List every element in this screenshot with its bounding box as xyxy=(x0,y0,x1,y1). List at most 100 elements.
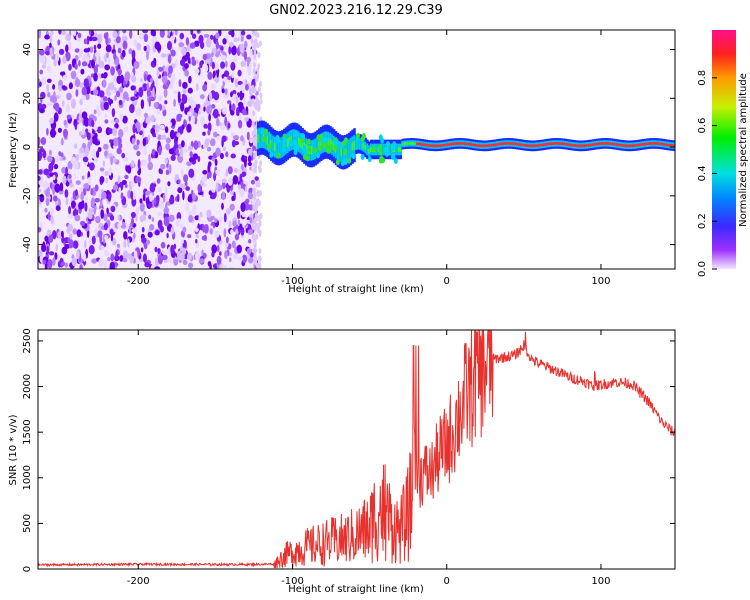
noise-blob xyxy=(182,247,187,255)
noise-blob xyxy=(157,248,161,255)
noise-blob xyxy=(149,224,155,231)
noise-blob xyxy=(210,138,216,147)
noise-blob xyxy=(125,165,132,173)
noise-blob xyxy=(147,231,153,238)
noise-blob xyxy=(176,132,181,138)
noise-blob xyxy=(162,108,167,117)
signal-band-core xyxy=(573,144,576,147)
noise-blob xyxy=(47,259,53,269)
noise-blob xyxy=(74,78,81,87)
noise-blob xyxy=(237,37,240,42)
signal-blob xyxy=(386,141,390,147)
noise-blob xyxy=(236,210,241,220)
noise-blob xyxy=(39,108,45,114)
noise-blob xyxy=(209,263,212,269)
noise-blob xyxy=(131,75,137,83)
noise-blob xyxy=(41,64,47,69)
signal-band-core xyxy=(556,142,560,145)
noise-blob xyxy=(97,110,101,117)
noise-blob xyxy=(157,254,163,265)
noise-blob xyxy=(152,87,155,98)
noise-blob xyxy=(118,187,121,193)
noise-blob xyxy=(180,59,185,67)
noise-blob xyxy=(232,253,238,260)
noise-blob xyxy=(150,127,155,135)
noise-blob xyxy=(246,247,252,255)
signal-band-core xyxy=(453,142,456,146)
noise-blob xyxy=(185,202,189,212)
noise-blob xyxy=(227,122,231,129)
noise-blob xyxy=(155,194,160,204)
noise-edge xyxy=(255,233,259,240)
noise-blob xyxy=(198,34,204,45)
noise-blob xyxy=(116,90,121,98)
noise-blob xyxy=(91,36,98,42)
signal-band-core xyxy=(510,142,514,145)
noise-blob xyxy=(193,140,199,150)
noise-blob xyxy=(170,244,175,255)
noise-blob xyxy=(39,81,42,87)
noise-blob xyxy=(200,94,205,100)
signal-band-core xyxy=(523,143,526,147)
noise-blob xyxy=(106,207,109,215)
signal-blob xyxy=(378,149,383,156)
noise-blob xyxy=(65,51,71,62)
signal-band-core xyxy=(414,142,417,145)
noise-blob xyxy=(38,227,42,233)
noise-blob xyxy=(200,116,206,126)
colorbar-tick-label: 0.0 xyxy=(697,261,708,277)
noise-blob xyxy=(142,253,147,263)
noise-edge xyxy=(255,96,259,102)
signal-band-core xyxy=(612,142,615,146)
signal-band-core xyxy=(582,144,586,148)
noise-blob xyxy=(62,55,67,64)
noise-blob xyxy=(147,161,153,171)
signal-band-core xyxy=(632,144,636,147)
noise-blob xyxy=(221,178,227,183)
signal-band-core xyxy=(401,142,404,146)
noise-blob xyxy=(48,118,54,124)
noise-blob xyxy=(154,127,158,134)
signal-band-core xyxy=(543,143,547,146)
noise-blob xyxy=(51,95,57,104)
signal-band-mid xyxy=(281,137,284,158)
noise-blob xyxy=(131,197,137,207)
noise-edge xyxy=(252,68,256,75)
noise-blob xyxy=(173,90,179,95)
y-tick-label: 1000 xyxy=(22,465,33,490)
noise-blob xyxy=(172,73,176,82)
signal-band-core xyxy=(627,144,630,148)
noise-blob xyxy=(164,185,168,195)
signal-band-core xyxy=(597,142,601,146)
signal-blob xyxy=(324,137,329,144)
signal-band-core xyxy=(647,142,650,145)
noise-blob xyxy=(195,251,201,261)
noise-blob xyxy=(98,60,105,69)
noise-blob xyxy=(138,87,144,98)
signal-band-core xyxy=(434,144,438,148)
noise-blob xyxy=(91,135,98,145)
noise-blob xyxy=(99,199,103,208)
noise-blob xyxy=(52,84,56,90)
noise-blob xyxy=(168,83,174,89)
signal-band-core xyxy=(508,142,512,145)
noise-blob xyxy=(203,33,210,38)
noise-blob xyxy=(178,42,185,48)
noise-blob xyxy=(247,192,254,200)
noise-blob xyxy=(216,118,220,127)
noise-blob xyxy=(234,77,239,88)
noise-blob xyxy=(103,101,110,111)
noise-blob xyxy=(208,91,213,102)
noise-blob xyxy=(61,246,68,255)
signal-band-core xyxy=(642,143,645,146)
noise-blob xyxy=(39,254,44,263)
signal-band-core xyxy=(619,143,623,147)
noise-blob xyxy=(128,48,133,55)
signal-band-core xyxy=(431,144,434,148)
noise-blob xyxy=(78,113,82,124)
noise-blob xyxy=(198,258,205,264)
signal-blob xyxy=(313,147,318,154)
noise-blob xyxy=(169,197,175,205)
noise-blob xyxy=(108,128,113,135)
signal-blob xyxy=(321,136,326,143)
